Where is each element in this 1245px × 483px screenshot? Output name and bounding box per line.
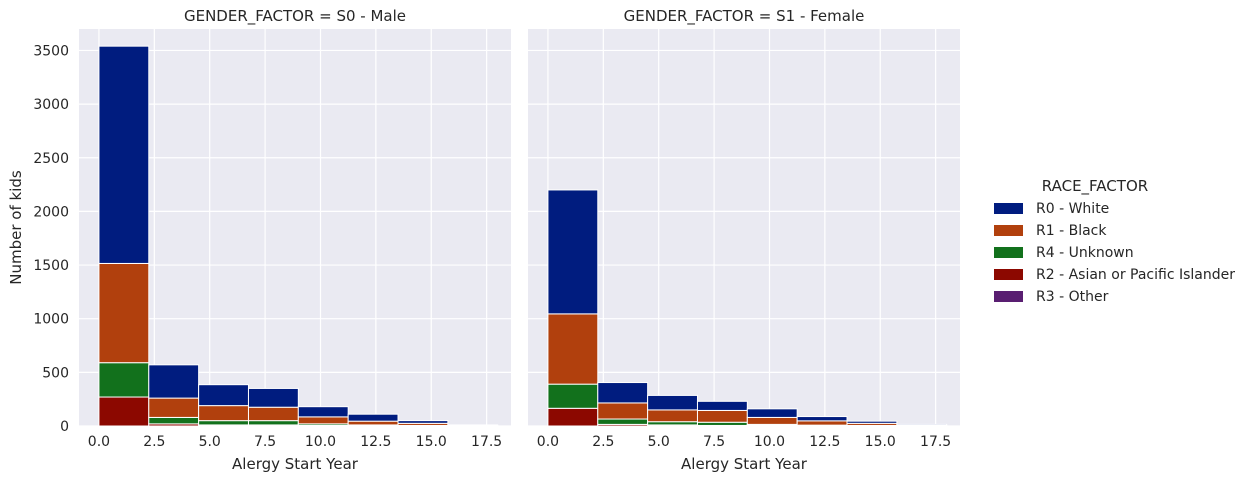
bar-segment — [896, 423, 948, 426]
y-tick-label: 2000 — [33, 204, 69, 220]
bar-segment — [696, 409, 748, 423]
facet-title-female: GENDER_FACTOR = S1 - Female — [624, 7, 865, 26]
bar-segment — [247, 406, 299, 422]
x-tick-labels: 0.0 2.5 5.0 7.5 10.0 12.5 15.0 17.5 — [88, 434, 502, 450]
x-axis-label: Alergy Start Year — [232, 455, 359, 473]
bar-segment — [198, 405, 249, 422]
x-axis-label: Alergy Start Year — [681, 455, 808, 473]
y-tick-label: 1500 — [33, 258, 69, 274]
x-tick-label: 2.5 — [592, 434, 614, 450]
bar-segment — [198, 420, 249, 426]
bar-segment — [297, 406, 349, 418]
bar-segment — [98, 45, 150, 264]
bar-segment — [647, 409, 698, 423]
panel-female: 0.0 2.5 5.0 7.5 10.0 12.5 15.0 17.5 GENDER_FACT… — [528, 7, 960, 473]
bar-segment — [198, 384, 249, 407]
y-tick-label: 1000 — [33, 312, 69, 328]
bar-segment — [247, 387, 299, 408]
legend-swatch — [994, 225, 1023, 236]
x-tick-label: 10.0 — [305, 434, 336, 450]
bar-segment — [597, 418, 649, 425]
bar-segment — [746, 408, 798, 418]
bar-segment — [796, 416, 848, 422]
y-tick-label: 500 — [42, 365, 69, 381]
bar-segment — [347, 413, 399, 422]
legend-swatch — [994, 203, 1023, 214]
x-tick-label: 7.5 — [703, 434, 725, 450]
bar-segment — [547, 189, 599, 315]
facet-title-male: GENDER_FACTOR = S0 - Male — [184, 7, 406, 26]
legend-items: R0 - White R1 - Black R4 - Unknown R2 - Asi… — [994, 201, 1235, 305]
bar-segment — [647, 394, 698, 411]
bar-segment — [148, 397, 200, 418]
x-tick-label: 5.0 — [648, 434, 670, 450]
x-tick-labels: 0.0 2.5 5.0 7.5 10.0 12.5 15.0 17.5 — [537, 434, 951, 450]
bar-segment — [297, 416, 349, 425]
x-tick-label: 17.5 — [920, 434, 951, 450]
x-tick-label: 15.0 — [416, 434, 447, 450]
bar-segment — [846, 420, 898, 424]
legend-label: R2 - Asian or Pacific Islander — [1036, 267, 1235, 283]
bar-segment — [148, 364, 200, 399]
x-tick-label: 10.0 — [754, 434, 785, 450]
x-tick-label: 0.0 — [537, 434, 559, 450]
plot-background — [79, 29, 511, 426]
x-tick-label: 17.5 — [471, 434, 502, 450]
legend: RACE_FACTOR R0 - White R1 - Black R4 - Unk… — [994, 177, 1235, 305]
bar-segment — [597, 382, 649, 404]
bar-segment — [547, 383, 599, 409]
x-tick-label: 12.5 — [809, 434, 840, 450]
bar-segment — [746, 416, 798, 425]
x-tick-label: 12.5 — [360, 434, 391, 450]
x-tick-label: 2.5 — [143, 434, 165, 450]
y-tick-labels: 0 500 1000 1500 2000 2500 3000 3500 — [33, 43, 69, 435]
bar-segment — [547, 313, 599, 385]
legend-title: RACE_FACTOR — [1042, 177, 1148, 196]
legend-swatch — [994, 269, 1023, 280]
plot-background — [528, 29, 960, 426]
bar-segment — [98, 396, 150, 427]
bar-segment — [397, 420, 449, 424]
y-tick-label: 3500 — [33, 43, 69, 59]
legend-swatch — [994, 247, 1023, 258]
legend-swatch — [994, 291, 1023, 302]
y-tick-label: 3000 — [33, 97, 69, 113]
bar-segment — [148, 416, 200, 425]
bar-segment — [98, 362, 150, 398]
bars — [98, 45, 499, 427]
bar-segment — [247, 420, 299, 426]
bar-segment — [98, 262, 150, 364]
legend-label: R3 - Other — [1036, 289, 1109, 305]
bar-segment — [597, 402, 649, 420]
y-tick-label: 2500 — [33, 151, 69, 167]
x-tick-label: 7.5 — [254, 434, 276, 450]
legend-label: R4 - Unknown — [1036, 245, 1134, 261]
bar-segment — [347, 420, 399, 426]
panel-male: 0 500 1000 1500 2000 2500 3000 3500 0.0 2.5 5.0 7.… — [7, 7, 511, 473]
y-axis-label: Number of kids — [7, 170, 25, 285]
legend-label: R1 - Black — [1036, 223, 1107, 239]
bar-segment — [796, 420, 848, 426]
bar-segment — [696, 400, 748, 411]
x-tick-label: 15.0 — [865, 434, 896, 450]
x-tick-label: 0.0 — [88, 434, 110, 450]
legend-label: R0 - White — [1036, 201, 1109, 217]
bars — [547, 189, 948, 427]
x-tick-label: 5.0 — [199, 434, 221, 450]
bar-segment — [547, 407, 599, 427]
bar-segment — [447, 424, 499, 426]
y-tick-label: 0 — [60, 419, 69, 435]
